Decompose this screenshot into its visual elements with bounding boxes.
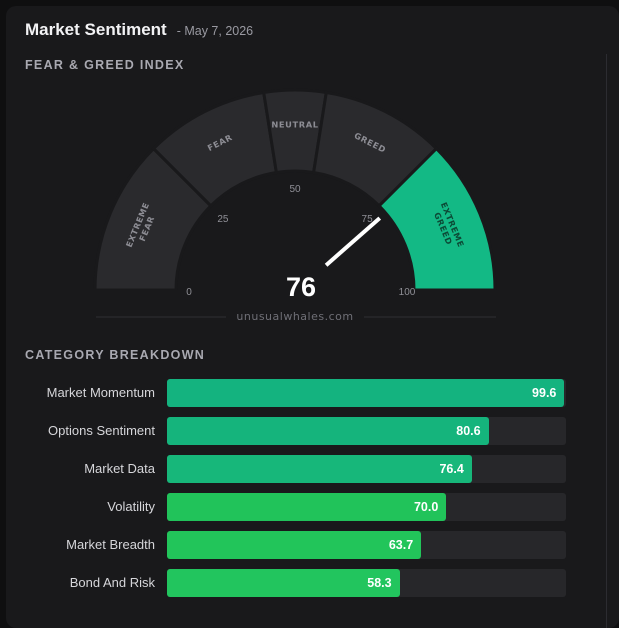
category-value: 70.0 [413, 500, 439, 514]
gauge-value: 76 [286, 272, 316, 302]
category-breakdown-section-label: CATEGORY BREAKDOWN [25, 348, 206, 362]
gauge-tick-50: 50 [289, 184, 301, 195]
watermark: unusualwhales.com [236, 310, 353, 323]
category-label: Bond And Risk [69, 575, 155, 590]
gauge-zone-label-3: NEUTRAL [271, 120, 318, 130]
category-bar-fill: 58.3 [167, 569, 400, 597]
category-bar-track: 80.6 [167, 417, 566, 445]
category-bar-track: 58.3 [167, 569, 566, 597]
category-row: Bond And Risk 58.3 [6, 569, 619, 597]
category-bar-fill: 63.7 [167, 531, 422, 559]
category-bar-fill: 76.4 [167, 455, 472, 483]
category-label: Market Momentum [46, 385, 155, 400]
market-sentiment-card: Market Sentiment - May 7, 2026 FEAR & GR… [6, 6, 619, 628]
card-title: Market Sentiment [25, 20, 167, 39]
category-bar-track: 70.0 [167, 493, 566, 521]
category-row: Volatility 70.0 [6, 493, 619, 521]
gauge-tick-25: 25 [217, 214, 229, 225]
category-label: Market Data [84, 461, 155, 476]
category-label: Market Breadth [66, 537, 155, 552]
category-label: Options Sentiment [48, 423, 155, 438]
category-bar-track: 76.4 [167, 455, 566, 483]
category-bar-track: 99.6 [167, 379, 566, 407]
category-bar-track: 63.7 [167, 531, 566, 559]
gauge-needle [324, 216, 382, 267]
category-bar-fill: 80.6 [167, 417, 489, 445]
category-value: 58.3 [367, 576, 392, 590]
category-value: 99.6 [532, 386, 557, 400]
category-row: Market Breadth 63.7 [6, 531, 619, 559]
category-row: Market Momentum 99.6 [6, 379, 619, 407]
panel-divider [606, 54, 607, 628]
gauge-zone-5 [377, 146, 497, 292]
gauge-tick-0: 0 [186, 287, 192, 298]
category-value: 80.6 [456, 424, 481, 438]
fear-greed-section-label: FEAR & GREED INDEX [25, 58, 185, 72]
category-value: 63.7 [388, 538, 414, 552]
gauge-tick-100: 100 [399, 287, 416, 298]
category-row: Market Data 76.4 [6, 455, 619, 483]
card-header: Market Sentiment - May 7, 2026 [25, 20, 253, 40]
category-bar-fill: 99.6 [167, 379, 565, 407]
category-label: Volatility [107, 499, 155, 514]
category-value: 76.4 [439, 462, 464, 476]
fear-greed-gauge: EXTREMEFEARFEARNEUTRALGREEDEXTREMEGREED … [93, 88, 497, 323]
category-bar-fill: 70.0 [167, 493, 447, 521]
category-row: Options Sentiment 80.6 [6, 417, 619, 445]
card-date: - May 7, 2026 [176, 24, 254, 38]
gauge-tick-75: 75 [362, 214, 374, 225]
